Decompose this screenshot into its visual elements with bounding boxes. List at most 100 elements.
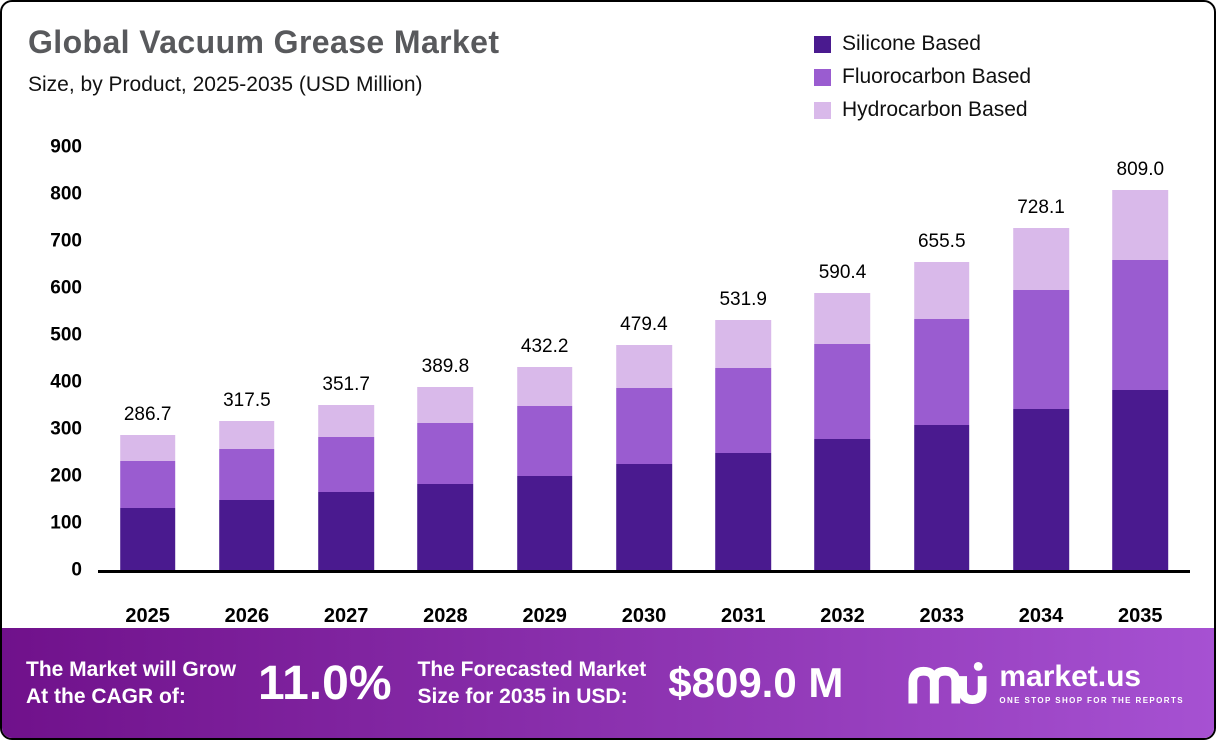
bar-segment-fluorocarbon-based: [417, 422, 474, 484]
bar-slot: 479.4: [594, 147, 693, 570]
cagr-label: The Market will Grow At the CAGR of:: [26, 656, 236, 711]
cagr-label-line2: At the CAGR of:: [26, 685, 186, 708]
bar-slot: 728.1: [991, 147, 1090, 570]
stacked-bar: [119, 435, 176, 570]
bar-segment-silicone-based: [318, 492, 374, 570]
bar-segment-silicone-based: [219, 500, 275, 570]
x-axis-label: 2032: [820, 605, 865, 627]
bar-segment-fluorocarbon-based: [616, 387, 672, 465]
forecast-label-line1: The Forecasted Market: [417, 657, 647, 681]
legend-item-silicone-based: Silicone Based: [814, 32, 1031, 56]
stacked-bar: [814, 292, 871, 570]
bar-segment-fluorocarbon-based: [1013, 290, 1069, 410]
bar-segment-fluorocarbon-based: [715, 367, 772, 453]
legend-label: Silicone Based: [842, 32, 981, 55]
bar-slot: 809.0: [1091, 147, 1190, 570]
x-axis-label: 2034: [1018, 605, 1064, 627]
y-tick-label: 700: [50, 230, 82, 252]
x-axis-label: 2027: [323, 605, 369, 627]
bar-segment-silicone-based: [616, 464, 672, 570]
x-axis-label: 2026: [224, 605, 270, 627]
y-tick-label: 400: [50, 371, 82, 393]
forecast-label: The Forecasted Market Size for 2035 in U…: [418, 656, 647, 711]
forecast-label-line2: Size for 2035 in USD:: [417, 685, 628, 708]
bar-segment-hydrocarbon-based: [516, 366, 573, 406]
y-tick-label: 600: [50, 277, 82, 299]
cagr-value: 11.0%: [258, 656, 392, 710]
stacked-bar: [913, 261, 970, 570]
marketus-logo-icon: [908, 662, 987, 704]
logo-tagline: ONE STOP SHOP FOR THE REPORTS: [999, 695, 1184, 705]
bar-slot: 286.7: [98, 147, 197, 570]
bar-slot: 531.9: [694, 147, 793, 570]
bar-segment-hydrocarbon-based: [1112, 189, 1169, 260]
bar-slot: 655.5: [892, 147, 991, 570]
bar-segment-silicone-based: [1112, 390, 1169, 570]
bar-segment-silicone-based: [119, 507, 176, 570]
bar-segment-silicone-based: [417, 484, 474, 570]
bar-segment-hydrocarbon-based: [616, 344, 672, 388]
bar-slot: 389.8: [396, 147, 495, 570]
bar-segment-fluorocarbon-based: [219, 449, 275, 501]
x-axis-label: 2035: [1118, 605, 1163, 627]
legend-label: Fluorocarbon Based: [842, 65, 1032, 88]
bar-slot: 590.4: [793, 147, 892, 570]
bar-segment-fluorocarbon-based: [814, 344, 871, 440]
bar-segment-fluorocarbon-based: [1112, 259, 1169, 391]
bar-segment-hydrocarbon-based: [119, 435, 176, 461]
stacked-bar: [616, 344, 672, 570]
stacked-bar: [318, 404, 374, 570]
x-axis-labels: 2025 2026 2027 2028 2029 2030 2031 2032 2033 2034…: [98, 605, 1190, 628]
legend-swatch: [814, 35, 831, 53]
bar-segment-silicone-based: [1013, 409, 1069, 570]
bar-total-label: 432.2: [520, 335, 569, 357]
plot: 0 100 200 300 400 500 600 700 800 900 286.7 317.5 35…: [50, 138, 1190, 580]
bar-total-label: 389.8: [421, 355, 470, 377]
bar-total-label: 317.5: [223, 389, 271, 411]
bar-segment-fluorocarbon-based: [119, 460, 176, 508]
bar-segment-silicone-based: [814, 439, 871, 570]
bar-total-label: 351.7: [322, 373, 370, 395]
bar-segment-silicone-based: [715, 452, 772, 570]
bar-total-label: 655.5: [917, 230, 966, 252]
stacked-bar: [1112, 189, 1169, 570]
y-tick-label: 900: [50, 136, 82, 158]
stacked-bar: [417, 386, 474, 570]
x-axis-label: 2029: [522, 605, 567, 627]
legend-item-hydrocarbon-based: Hydrocarbon Based: [814, 98, 1031, 122]
bar-total-label: 286.7: [123, 404, 172, 426]
stacked-bar: [219, 420, 275, 570]
bottom-banner: The Market will Grow At the CAGR of: 11.…: [2, 628, 1214, 738]
bar-segment-hydrocarbon-based: [715, 320, 772, 368]
x-axis-label: 2030: [621, 605, 667, 627]
bar-segment-fluorocarbon-based: [913, 318, 970, 426]
x-axis-label: 2033: [919, 605, 965, 627]
x-axis-label: 2028: [423, 605, 468, 627]
y-tick-label: 0: [71, 559, 82, 581]
y-tick-label: 100: [50, 512, 82, 534]
legend-item-fluorocarbon-based: Fluorocarbon Based: [814, 65, 1031, 89]
bar-total-label: 590.4: [818, 261, 867, 283]
bar-slot: 432.2: [495, 147, 594, 570]
bar-segment-silicone-based: [516, 475, 573, 570]
stacked-bar: [516, 366, 573, 570]
bar-segment-hydrocarbon-based: [913, 261, 970, 319]
bar-total-label: 531.9: [719, 289, 767, 311]
legend-swatch: [814, 68, 831, 86]
bar-segment-fluorocarbon-based: [516, 405, 573, 476]
bar-segment-hydrocarbon-based: [318, 404, 374, 437]
bar-segment-hydrocarbon-based: [219, 420, 275, 450]
chart-header: Global Vacuum Grease Market Size, by Pro…: [2, 2, 1214, 121]
stacked-bar: [1013, 227, 1069, 570]
stacked-bar: [715, 320, 772, 570]
bar-segment-hydrocarbon-based: [814, 292, 871, 345]
marketus-logo: market.us ONE STOP SHOP FOR THE REPORTS: [907, 660, 1190, 706]
chart-area: 0 100 200 300 400 500 600 700 800 900 286.7 317.5 35…: [2, 97, 1214, 593]
legend-swatch: [814, 101, 831, 119]
y-tick-label: 800: [50, 183, 82, 205]
y-tick-label: 200: [50, 465, 82, 487]
bar-slot: 317.5: [197, 147, 296, 570]
y-tick-label: 500: [50, 324, 82, 346]
x-axis-label: 2031: [720, 605, 766, 627]
